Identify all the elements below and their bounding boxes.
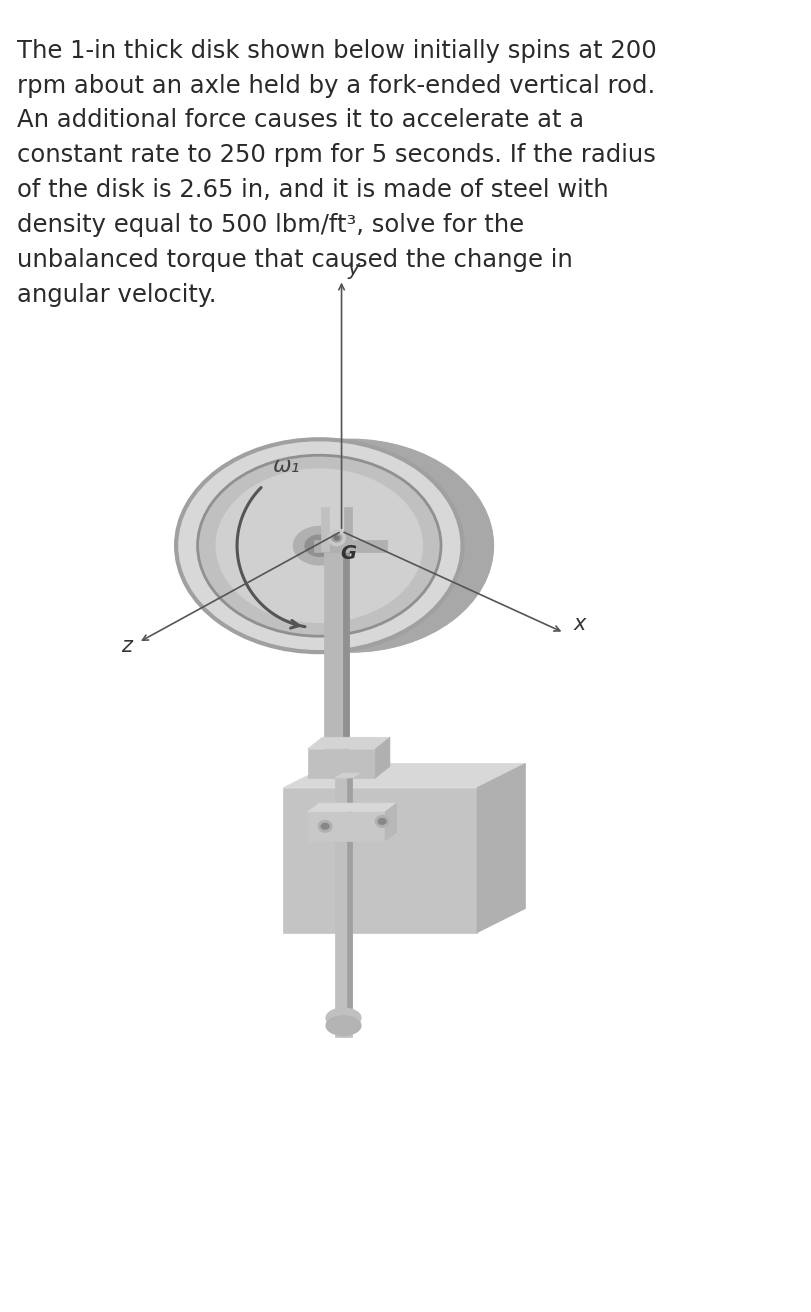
Text: G: G (340, 544, 356, 563)
Ellipse shape (326, 1008, 360, 1027)
Ellipse shape (318, 820, 332, 832)
Polygon shape (375, 737, 389, 778)
Ellipse shape (321, 824, 328, 829)
Ellipse shape (305, 535, 333, 556)
Text: x: x (573, 614, 586, 634)
Bar (334, 1018, 352, 1038)
Ellipse shape (216, 470, 422, 622)
Text: rpm about an axle held by a fork-ended vertical rod.: rpm about an axle held by a fork-ended v… (17, 73, 654, 97)
Bar (347, 778, 352, 1030)
Text: z: z (121, 636, 131, 656)
Ellipse shape (375, 816, 388, 828)
Polygon shape (384, 803, 397, 841)
Bar (324, 537, 349, 749)
Bar (314, 541, 387, 551)
Ellipse shape (326, 1015, 360, 1035)
Polygon shape (476, 764, 525, 933)
Ellipse shape (207, 440, 493, 652)
Text: density equal to 500 lbm/ft³, solve for the: density equal to 500 lbm/ft³, solve for … (17, 213, 524, 237)
Text: ω₁: ω₁ (272, 457, 300, 476)
Ellipse shape (293, 526, 345, 565)
Text: An additional force causes it to accelerate at a: An additional force causes it to acceler… (17, 109, 584, 133)
Ellipse shape (328, 530, 345, 546)
Text: angular velocity.: angular velocity. (17, 282, 217, 307)
Polygon shape (307, 803, 397, 812)
Text: constant rate to 250 rpm for 5 seconds. If the radius: constant rate to 250 rpm for 5 seconds. … (17, 143, 655, 167)
Polygon shape (307, 737, 389, 749)
Polygon shape (344, 506, 352, 551)
Polygon shape (324, 526, 357, 537)
Ellipse shape (378, 819, 385, 824)
Polygon shape (319, 440, 493, 652)
Polygon shape (283, 764, 525, 787)
Text: The 1-in thick disk shown below initially spins at 200: The 1-in thick disk shown below initiall… (17, 38, 656, 63)
Bar (283, 787, 476, 933)
Bar (307, 749, 375, 778)
Bar (342, 537, 349, 749)
Text: of the disk is 2.65 in, and it is made of steel with: of the disk is 2.65 in, and it is made o… (17, 178, 608, 202)
Polygon shape (334, 773, 359, 778)
Ellipse shape (176, 440, 462, 652)
Polygon shape (321, 506, 328, 551)
Bar (307, 812, 384, 841)
Ellipse shape (197, 455, 440, 636)
Text: y: y (347, 258, 359, 278)
Ellipse shape (334, 537, 339, 541)
Ellipse shape (332, 534, 341, 542)
Bar (334, 778, 352, 1030)
Text: unbalanced torque that caused the change in: unbalanced torque that caused the change… (17, 248, 573, 272)
